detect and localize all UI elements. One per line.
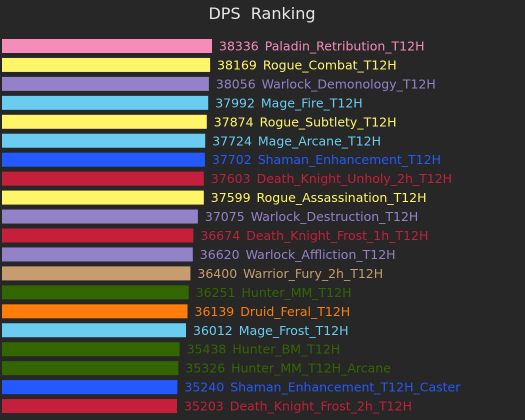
bar-mage-frost-t12h: [2, 323, 186, 338]
bar-shaman-enhancement-t12h-caster: [2, 380, 178, 395]
bar-shaman-enhancement-t12h: [2, 152, 205, 167]
bar-death-knight-unholy-2h-t12h: [2, 171, 204, 186]
bar-category-label: Mage_Frost_T12H: [239, 323, 349, 338]
bar-warlock-destruction-t12h: [2, 209, 198, 224]
bar-category-label: Shaman_Enhancement_T12H_Caster: [230, 380, 461, 395]
chart-title: DPS Ranking: [208, 4, 315, 23]
bar-category-label: Warrior_Fury_2h_T12H: [243, 266, 383, 281]
bar-druid-feral-t12h: [2, 304, 188, 319]
bar-category-label: Hunter_MM_T12H: [242, 285, 352, 300]
bar-value-label: 37599: [211, 190, 251, 205]
bar-category-label: Rogue_Combat_T12H: [263, 58, 397, 73]
bar-value-label: 38056: [216, 76, 256, 91]
bar-warlock-affliction-t12h: [2, 247, 193, 262]
bars-group: [2, 39, 212, 414]
bar-value-label: 37075: [205, 209, 245, 224]
bar-category-label: Warlock_Affliction_T12H: [246, 247, 396, 262]
bar-category-label: Shaman_Enhancement_T12H: [258, 152, 441, 167]
bar-category-label: Hunter_BM_T12H: [232, 342, 340, 357]
bar-value-label: 36620: [200, 247, 240, 262]
bar-value-label: 37874: [214, 114, 254, 129]
bar-value-label: 36400: [197, 266, 237, 281]
bar-rogue-combat-t12h: [2, 57, 211, 72]
bar-value-label: 36674: [200, 228, 240, 243]
bar-category-label: Mage_Fire_T12H: [261, 95, 363, 110]
bar-value-label: 35240: [184, 380, 224, 395]
bar-value-label: 36139: [195, 304, 235, 319]
bar-rogue-assassination-t12h: [2, 190, 204, 205]
bar-category-label: Warlock_Demonology_T12H: [262, 76, 436, 91]
bar-value-label: 35438: [187, 342, 227, 357]
bar-category-label: Rogue_Subtlety_T12H: [260, 114, 397, 129]
bar-category-label: Paladin_Retribution_T12H: [265, 39, 425, 54]
bar-value-label: 37992: [215, 95, 255, 110]
bar-mage-arcane-t12h: [2, 133, 206, 148]
bar-value-label: 37603: [211, 171, 251, 186]
bar-category-label: Death_Knight_Frost_1h_T12H: [246, 228, 428, 243]
bar-hunter-bm-t12h: [2, 342, 180, 357]
bar-category-label: Mage_Arcane_T12H: [258, 133, 381, 148]
bar-warlock-demonology-t12h: [2, 76, 209, 91]
bar-value-label: 37724: [212, 133, 252, 148]
bar-hunter-mm-t12h: [2, 285, 189, 300]
bar-paladin-retribution-t12h: [2, 39, 212, 53]
bar-category-label: Warlock_Destruction_T12H: [251, 209, 419, 224]
bar-labels-group: 38336 Paladin_Retribution_T12H 38169 Rogue_…: [184, 39, 461, 414]
bar-warrior-fury-2h-t12h: [2, 266, 191, 281]
bar-death-knight-frost-1h-t12h: [2, 228, 194, 243]
bar-death-knight-frost-2h-t12h: [2, 399, 177, 414]
bar-category-label: Hunter_MM_T12H_Arcane: [231, 361, 391, 376]
bar-value-label: 36251: [196, 285, 236, 300]
bar-category-label: Rogue_Assassination_T12H: [257, 190, 427, 205]
bar-category-label: Druid_Feral_T12H: [240, 304, 350, 319]
bar-value-label: 37702: [212, 152, 252, 167]
bar-value-label: 38169: [217, 58, 257, 73]
bar-hunter-mm-t12h-arcane: [2, 361, 179, 376]
bar-category-label: Death_Knight_Frost_2h_T12H: [230, 399, 412, 414]
bar-value-label: 35203: [184, 399, 224, 414]
bar-category-label: Death_Knight_Unholy_2h_T12H: [257, 171, 452, 186]
bar-mage-fire-t12h: [2, 95, 209, 110]
bar-value-label: 35326: [185, 361, 225, 376]
bar-value-label: 36012: [193, 323, 233, 338]
bar-value-label: 38336: [219, 39, 259, 54]
bar-rogue-subtlety-t12h: [2, 114, 207, 129]
